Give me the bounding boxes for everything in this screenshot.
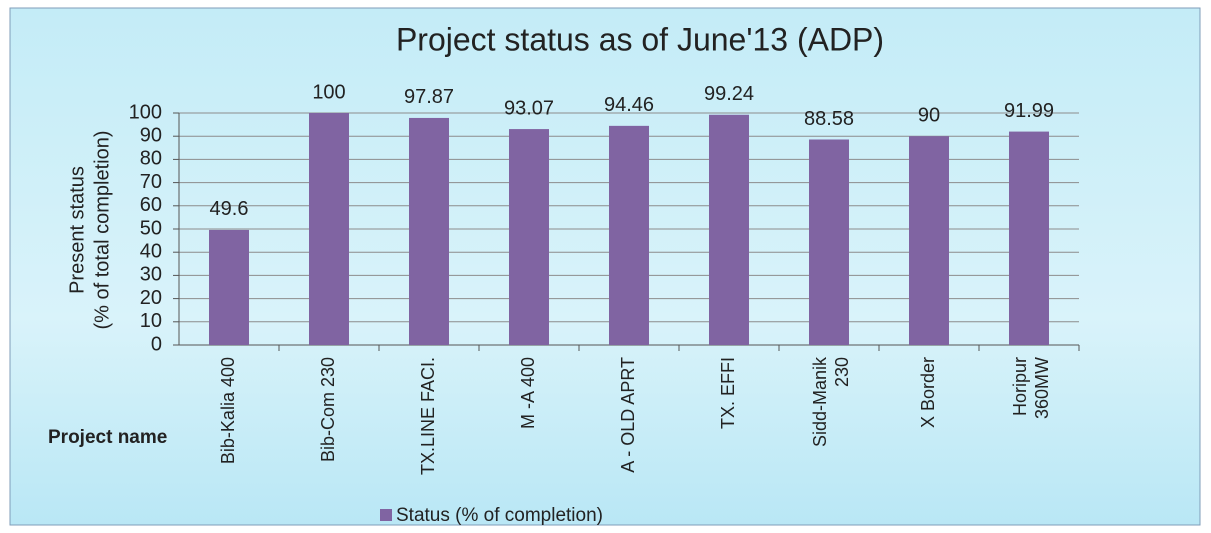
data-label: 99.24: [704, 83, 754, 105]
data-label: 88.58: [804, 108, 854, 130]
bar: [709, 114, 749, 345]
data-label: 100: [312, 81, 345, 103]
y-tick-label: 100: [129, 101, 162, 123]
bar: [409, 117, 449, 346]
bar: [809, 139, 849, 345]
x-tick-label: TX. EFFI: [718, 357, 738, 429]
y-axis-label: Present status: [66, 166, 88, 294]
bar: [909, 136, 949, 345]
x-tick-label: Sidd-Manik230: [810, 356, 852, 447]
data-label: 49.6: [210, 198, 249, 220]
bar: [309, 113, 349, 345]
x-tick-label: Bib-Com 230: [318, 357, 338, 462]
data-label: 94.46: [604, 94, 654, 116]
y-tick-label: 40: [140, 240, 162, 262]
chart-background: [9, 7, 1201, 526]
y-tick-label: 50: [140, 217, 162, 239]
y-tick-label: 90: [140, 124, 162, 146]
x-tick-label-line: 360MW: [1032, 357, 1052, 419]
x-tick-label: Horipur360MW: [1010, 357, 1052, 419]
x-tick-label: X Border: [918, 357, 938, 428]
x-tick-label-line: Sidd-Manik: [810, 356, 830, 447]
chart-title: Project status as of June'13 (ADP): [396, 21, 884, 57]
data-label: 93.07: [504, 97, 554, 119]
y-tick-label: 0: [151, 333, 162, 355]
bar: [209, 229, 249, 345]
bar: [1009, 131, 1049, 345]
x-tick-label-line: 230: [832, 357, 852, 387]
y-tick-label: 10: [140, 310, 162, 332]
x-tick-label-line: Horipur: [1010, 357, 1030, 416]
bar: [509, 129, 549, 345]
data-label: 91.99: [1004, 100, 1054, 122]
y-tick-label: 60: [140, 194, 162, 216]
data-label: 90: [918, 104, 940, 126]
y-tick-label: 20: [140, 287, 162, 309]
data-label: 97.87: [404, 86, 454, 108]
x-axis-label: Project name: [48, 427, 167, 448]
x-tick-label: Bib-Kalia 400: [218, 357, 238, 464]
legend-swatch: [380, 509, 392, 521]
y-tick-label: 70: [140, 171, 162, 193]
y-tick-label: 80: [140, 148, 162, 170]
y-axis-label: (% of total completion): [91, 131, 113, 330]
x-tick-label: A - OLD APRT: [618, 357, 638, 473]
bar: [609, 125, 649, 345]
x-tick-label: TX.LINE FACI.: [418, 357, 438, 475]
legend-label: Status (% of completion): [396, 505, 603, 526]
y-tick-label: 30: [140, 264, 162, 286]
x-tick-label: M -A 400: [518, 357, 538, 429]
